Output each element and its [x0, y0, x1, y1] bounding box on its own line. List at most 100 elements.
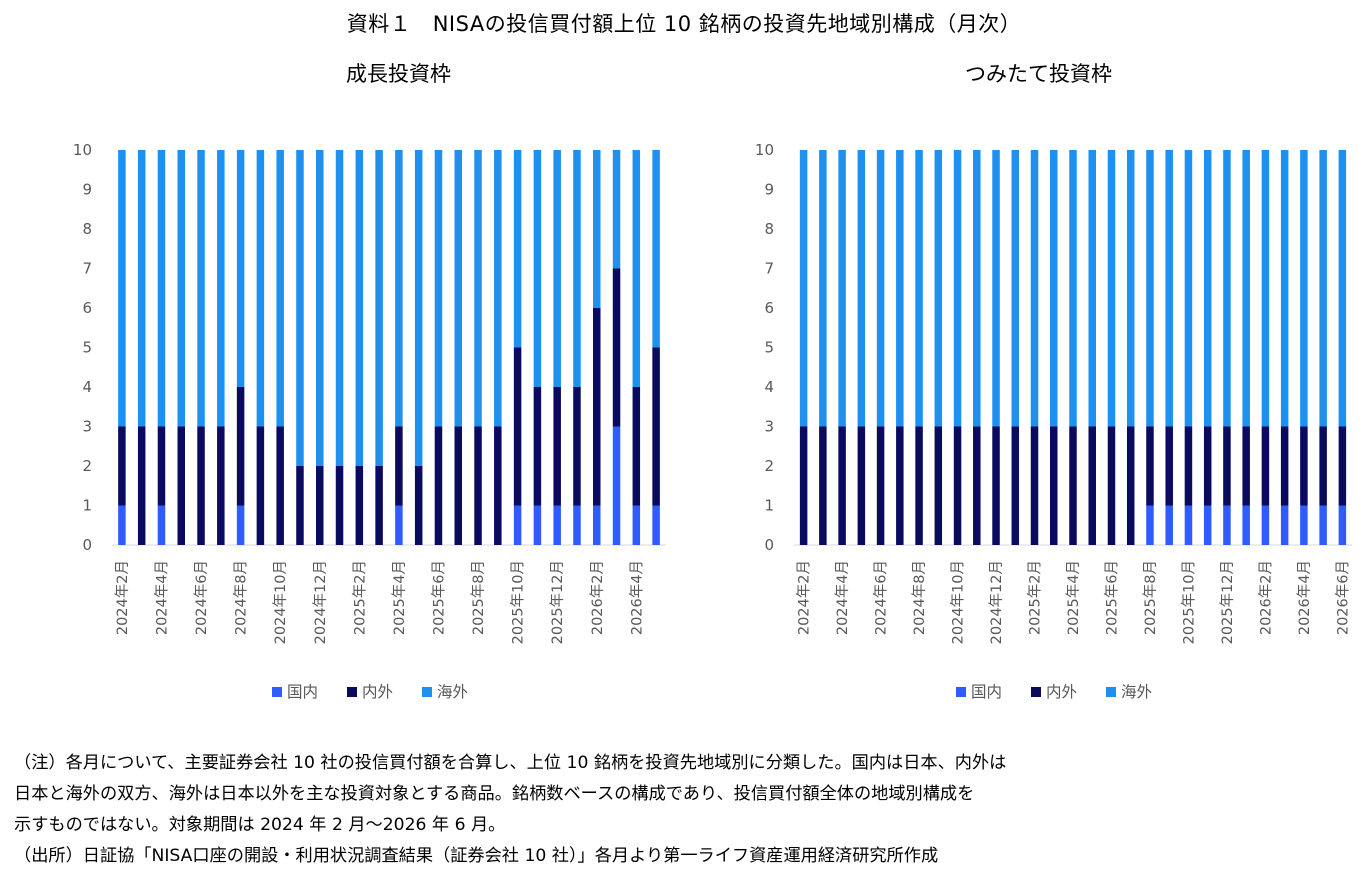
- bar-segment: [799, 150, 808, 427]
- bar-segment: [632, 505, 641, 545]
- y-tick-label: 3: [764, 418, 774, 436]
- bar-segment: [335, 466, 344, 545]
- bar-segment: [896, 150, 904, 427]
- x-tick-label: 2025年10月: [1180, 560, 1197, 644]
- source-line: （出所）日証協「NISA口座の開設・利用状況調査結果（証券会社 10 社）」各月…: [14, 846, 939, 866]
- x-tick-label: 2024年4月: [153, 560, 170, 635]
- bar-segment: [375, 466, 383, 545]
- y-tick-label: 0: [82, 536, 92, 554]
- y-tick-label: 9: [764, 181, 774, 199]
- bar-segment: [612, 150, 621, 269]
- bar-segment: [1300, 150, 1308, 427]
- bar-segment: [652, 150, 660, 348]
- y-tick-label: 2: [82, 457, 92, 475]
- legend-swatch: [1106, 687, 1116, 697]
- bar-segment: [296, 150, 304, 466]
- bar-segment: [1184, 505, 1193, 545]
- x-tick-label: 2024年8月: [233, 560, 250, 635]
- bar-segment: [553, 150, 561, 387]
- bar-segment: [1280, 150, 1289, 427]
- bar-segment: [632, 387, 641, 506]
- bar-segment: [1030, 150, 1039, 427]
- main-title: 資料１ NISAの投信買付額上位 10 銘柄の投資先地域別構成（月次）: [346, 12, 1022, 36]
- legend-label: 内外: [1046, 683, 1077, 701]
- bar-segment: [593, 505, 601, 545]
- x-tick-label: 2026年2月: [1257, 560, 1274, 635]
- legend-label: 国内: [287, 683, 318, 701]
- x-tick-label: 2025年4月: [391, 560, 408, 635]
- bar-segment: [1261, 150, 1270, 427]
- y-tick-label: 7: [82, 260, 92, 278]
- bar-segment: [434, 426, 443, 545]
- y-tick-label: 2: [764, 457, 774, 475]
- legend-swatch: [956, 687, 966, 697]
- note-line: （注）各月について、主要証券会社 10 社の投信買付額を合算し、上位 10 銘柄…: [14, 753, 1007, 773]
- bar-segment: [1261, 426, 1270, 506]
- bar-segment: [1050, 150, 1058, 427]
- bar-segment: [973, 426, 981, 545]
- bar-segment: [1223, 426, 1231, 506]
- bar-segment: [256, 150, 265, 427]
- y-tick-label: 1: [764, 497, 774, 515]
- bar-segment: [857, 426, 866, 545]
- chart-title-growth: 成長投資枠: [346, 62, 451, 86]
- bar-segment: [1107, 150, 1116, 427]
- bar-segment: [632, 150, 641, 387]
- bar-segment: [533, 150, 542, 387]
- footnotes: （注）各月について、主要証券会社 10 社の投信買付額を合算し、上位 10 銘柄…: [14, 748, 1359, 872]
- x-tick-label: 2026年2月: [589, 560, 606, 635]
- bar-segment: [953, 150, 962, 427]
- x-tick-label: 2024年12月: [312, 560, 329, 644]
- legend-swatch: [422, 687, 432, 697]
- bar-segment: [934, 150, 943, 427]
- legend-label: 海外: [437, 683, 468, 701]
- bar-segment: [1165, 426, 1173, 506]
- bar-segment: [1338, 426, 1347, 506]
- bar-segment: [612, 268, 621, 427]
- bar-segment: [992, 426, 1000, 545]
- y-tick-label: 8: [82, 220, 92, 238]
- bar-segment: [434, 150, 443, 427]
- bar-segment: [1261, 505, 1270, 545]
- bar-segment: [838, 426, 846, 545]
- note-line: 示すものではない。対象期間は 2024 年 2 月～2026 年 6 月。: [14, 815, 506, 835]
- bar-segment: [1011, 426, 1020, 545]
- bar-segment: [1338, 150, 1347, 427]
- bar-segment: [217, 150, 225, 427]
- bar-segment: [896, 426, 904, 545]
- bar-segment: [1319, 150, 1327, 427]
- x-tick-label: 2025年4月: [1065, 560, 1082, 635]
- x-tick-label: 2024年6月: [873, 560, 890, 635]
- bar-segment: [1146, 505, 1154, 545]
- bar-segment: [1165, 150, 1173, 427]
- bar-segment: [553, 387, 561, 506]
- bar-segment: [953, 426, 962, 545]
- bar-segment: [217, 426, 225, 545]
- bar-segment: [593, 308, 601, 506]
- legend-swatch: [347, 687, 357, 697]
- bar-segment: [256, 426, 265, 545]
- x-tick-label: 2024年6月: [193, 560, 210, 635]
- bar-segment: [799, 426, 808, 545]
- bar-segment: [494, 150, 502, 427]
- bar-segment: [934, 426, 943, 545]
- x-tick-label: 2025年6月: [430, 560, 447, 635]
- bar-segment: [355, 150, 364, 466]
- y-tick-label: 6: [82, 299, 92, 317]
- x-tick-label: 2024年4月: [834, 560, 851, 635]
- bar-segment: [533, 387, 542, 506]
- bar-segment: [1300, 505, 1308, 545]
- x-tick-label: 2025年8月: [1142, 560, 1159, 635]
- x-tick-label: 2025年8月: [470, 560, 487, 635]
- bar-segment: [474, 150, 482, 427]
- bar-segment: [553, 505, 561, 545]
- bar-segment: [513, 505, 522, 545]
- bar-segment: [316, 466, 324, 545]
- bar-segment: [819, 426, 827, 545]
- bar-segment: [1050, 426, 1058, 545]
- y-tick-label: 10: [755, 141, 774, 159]
- bar-segment: [414, 466, 423, 545]
- bar-segment: [335, 150, 344, 466]
- bar-segment: [652, 347, 660, 506]
- bar-segment: [355, 466, 364, 545]
